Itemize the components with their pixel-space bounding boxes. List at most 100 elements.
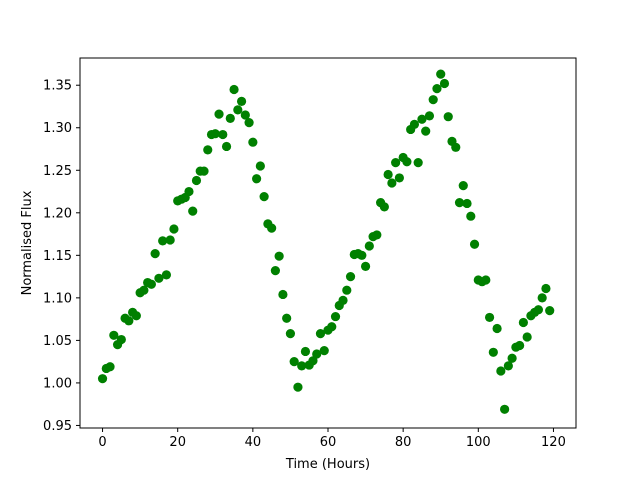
- data-point: [492, 323, 502, 334]
- data-point: [488, 347, 498, 357]
- data-point: [300, 346, 311, 357]
- data-point: [267, 223, 277, 233]
- data-point: [402, 157, 412, 167]
- data-point: [124, 316, 134, 326]
- data-point: [218, 129, 228, 140]
- data-point: [225, 113, 235, 123]
- y-tick-label: 1.35: [43, 79, 72, 94]
- x-tick-label: 60: [320, 435, 337, 450]
- data-point: [150, 249, 160, 259]
- data-point: [210, 129, 220, 139]
- data-point: [236, 96, 247, 106]
- data-point: [259, 192, 269, 202]
- y-axis-ticks: 0.95 1.00 1.05 1.10 1.15 1.20 1.25 1.30 1.35: [43, 79, 80, 434]
- data-point: [360, 261, 371, 271]
- data-point: [391, 158, 401, 168]
- data-point: [454, 198, 465, 208]
- y-tick-label: 1.00: [43, 376, 72, 391]
- data-point: [214, 109, 224, 119]
- data-point: [338, 295, 348, 306]
- x-tick-label: 0: [98, 435, 106, 450]
- data-point: [496, 366, 506, 376]
- data-point: [413, 158, 423, 168]
- x-tick-label: 100: [466, 435, 491, 450]
- y-tick-label: 1.15: [43, 249, 72, 264]
- data-point: [503, 361, 513, 371]
- x-tick-label: 40: [245, 435, 262, 450]
- data-point: [282, 313, 292, 323]
- y-tick-label: 1.10: [43, 291, 72, 306]
- data-point: [409, 119, 420, 129]
- x-tick-label: 20: [169, 435, 186, 450]
- data-point: [191, 175, 202, 186]
- data-point: [466, 211, 476, 221]
- data-point: [297, 361, 307, 371]
- data-point: [105, 362, 115, 372]
- data-point: [443, 112, 453, 122]
- x-axis-label: Time (Hours): [285, 457, 370, 472]
- data-point: [522, 332, 532, 342]
- data-point: [481, 275, 491, 285]
- data-point: [357, 250, 367, 260]
- data-point: [372, 230, 382, 240]
- data-point: [541, 283, 551, 294]
- data-point: [285, 328, 296, 339]
- data-point: [293, 382, 303, 392]
- data-point: [518, 317, 528, 328]
- data-point: [379, 202, 389, 212]
- data-point: [451, 142, 461, 152]
- x-axis-ticks: 0 20 40 60 80 100 120: [98, 428, 566, 450]
- data-point: [109, 330, 119, 340]
- data-point: [244, 118, 254, 128]
- data-point: [345, 272, 356, 282]
- data-point: [533, 305, 544, 315]
- plot-frame: [79, 57, 577, 429]
- data-point: [537, 293, 547, 303]
- data-point: [248, 137, 258, 147]
- data-point: [330, 311, 341, 322]
- data-point: [255, 161, 265, 171]
- y-tick-label: 1.25: [43, 164, 72, 179]
- data-point: [116, 334, 126, 345]
- data-point: [458, 180, 468, 191]
- data-point: [97, 374, 108, 384]
- data-point: [436, 69, 446, 79]
- data-point: [327, 322, 337, 332]
- data-point: [394, 173, 404, 183]
- data-point: [421, 126, 431, 136]
- data-point: [439, 78, 450, 89]
- data-point: [165, 235, 175, 245]
- data-point: [308, 356, 318, 366]
- data-point: [500, 404, 510, 414]
- data-point: [545, 306, 555, 316]
- data-point: [146, 279, 156, 289]
- y-tick-label: 1.30: [43, 121, 72, 136]
- data-point: [315, 328, 326, 339]
- data-point: [270, 266, 280, 276]
- data-point: [364, 241, 374, 251]
- data-point: [462, 198, 472, 209]
- data-point: [312, 349, 322, 359]
- data-point: [484, 312, 495, 323]
- data-point: [469, 239, 480, 249]
- y-tick-label: 1.20: [43, 206, 72, 221]
- data-point: [387, 178, 397, 188]
- data-point: [319, 346, 329, 356]
- data-point: [289, 357, 299, 367]
- data-point: [154, 273, 164, 283]
- data-point: [131, 311, 141, 321]
- data-point: [432, 84, 442, 94]
- data-point: [252, 174, 262, 184]
- data-point: [203, 145, 213, 155]
- data-point: [515, 340, 525, 351]
- data-point: [161, 270, 172, 280]
- data-point: [383, 169, 393, 180]
- data-point: [229, 84, 239, 95]
- data-point: [158, 236, 168, 246]
- data-point: [184, 186, 194, 197]
- data-point: [278, 289, 288, 300]
- data-point: [233, 105, 243, 115]
- data-point: [199, 166, 209, 176]
- data-point: [507, 353, 517, 363]
